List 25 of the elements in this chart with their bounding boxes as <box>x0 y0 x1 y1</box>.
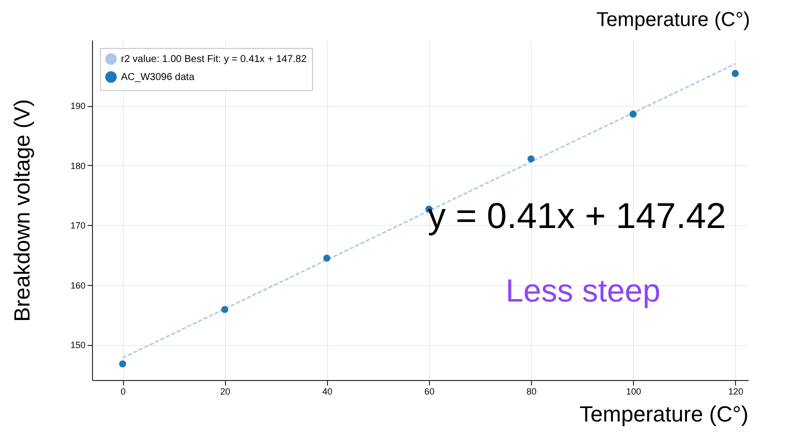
text: Temperature (C°) <box>596 9 750 31</box>
annotation: y = 0.41x + 147.42 <box>428 194 726 236</box>
legend-label: r2 value: 1.00 Best Fit: y = 0.41x + 147.82 <box>121 54 308 65</box>
point <box>323 254 330 262</box>
point <box>528 155 535 162</box>
x-tick-label: 80 <box>526 386 537 396</box>
y-axis-title: Breakdown voltage (V) <box>9 99 34 322</box>
x-tick-label: 40 <box>322 386 332 396</box>
x-axis-title: Temperature (C°) <box>580 402 748 426</box>
point <box>630 110 637 118</box>
legend-label: AC_W3096 data <box>121 72 195 83</box>
y-tick-label: 170 <box>70 220 86 231</box>
point <box>221 306 228 314</box>
x-tick-label: 60 <box>424 386 434 396</box>
point <box>732 70 739 77</box>
y-tick-label: 190 <box>70 101 86 112</box>
y-tick-label: 150 <box>70 340 86 350</box>
y-tick-label: 180 <box>70 160 86 171</box>
x-tick-label: 20 <box>220 386 230 396</box>
x-tick-label: 0 <box>120 386 126 396</box>
x-tick-label: 100 <box>626 386 642 396</box>
annotation: Less steep <box>506 272 660 309</box>
x-tick-label: 120 <box>728 386 744 396</box>
y-tick-label: 160 <box>70 280 86 290</box>
point <box>119 360 126 368</box>
